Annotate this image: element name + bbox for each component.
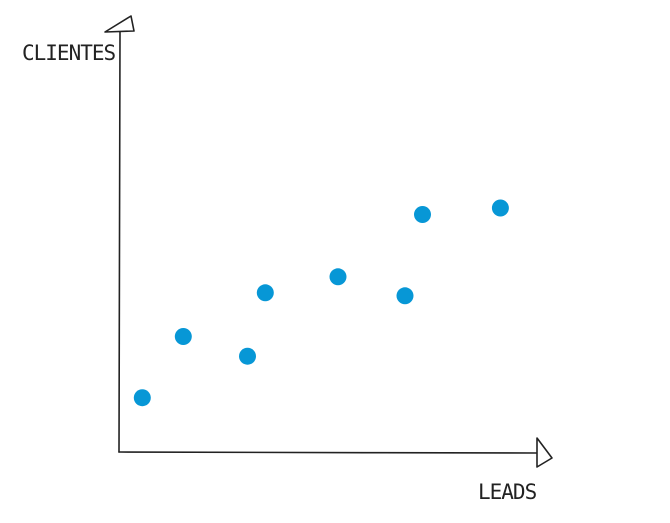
x-axis-line [118, 451, 538, 454]
data-point-2 [174, 328, 192, 345]
data-point-8 [491, 199, 509, 217]
x-axis-arrow-icon [536, 437, 553, 468]
data-point-3 [239, 347, 256, 365]
data-point-1 [133, 389, 151, 407]
data-point-6 [396, 287, 414, 305]
y-axis-label: CLIENTES [22, 41, 116, 65]
data-points [133, 199, 509, 407]
data-point-7 [414, 206, 431, 223]
y-axis-arrow-icon [104, 15, 135, 33]
data-point-5 [329, 268, 347, 286]
data-point-4 [256, 284, 274, 302]
x-axis-label: LEADS [478, 480, 537, 504]
y-axis-line [118, 31, 121, 453]
